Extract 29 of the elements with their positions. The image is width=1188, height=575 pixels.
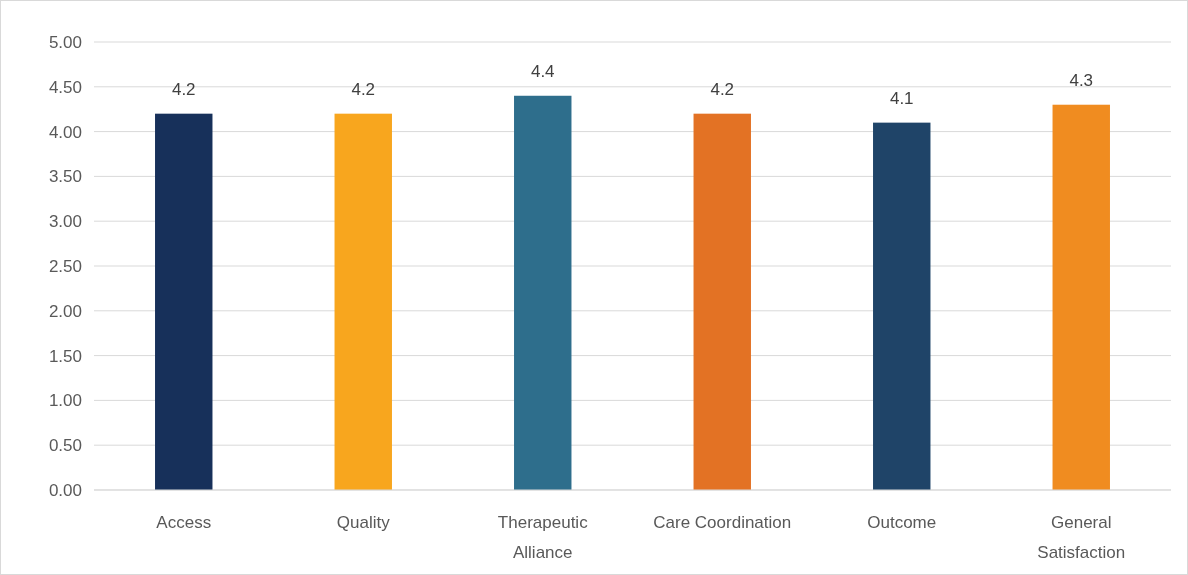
bar — [155, 113, 213, 490]
x-tick-label: Outcome — [867, 513, 937, 532]
bar — [1052, 104, 1110, 490]
data-label: 4.3 — [1069, 70, 1094, 90]
x-tick-label: Therapeutic Alliance — [497, 513, 589, 562]
data-label: 4.1 — [889, 88, 914, 108]
data-label: 4.2 — [710, 79, 735, 99]
y-tick-label: 4.50 — [48, 77, 82, 97]
bar — [693, 113, 751, 490]
y-tick-label: 4.00 — [48, 122, 82, 142]
x-tick-label: Care Coordination — [653, 513, 792, 532]
y-tick-label: 1.50 — [48, 346, 82, 366]
bar — [334, 113, 392, 490]
x-tick-label: Access — [156, 513, 212, 532]
y-tick-label: 0.50 — [48, 436, 82, 456]
bar — [514, 95, 572, 490]
data-label: 4.4 — [530, 61, 555, 81]
y-tick-label: 3.50 — [48, 167, 82, 187]
x-tick-label: Quality — [336, 513, 391, 532]
y-tick-label: 2.00 — [48, 301, 82, 321]
x-tick-label: General Satisfaction — [1037, 513, 1126, 562]
y-tick-label: 0.00 — [48, 480, 82, 500]
data-label: 4.2 — [351, 79, 376, 99]
y-tick-label: 1.00 — [48, 391, 82, 411]
y-tick-label: 5.00 — [48, 32, 82, 52]
y-tick-label: 2.50 — [48, 256, 82, 276]
data-label: 4.2 — [171, 79, 196, 99]
bar — [873, 122, 931, 490]
y-tick-label: 3.00 — [48, 212, 82, 232]
